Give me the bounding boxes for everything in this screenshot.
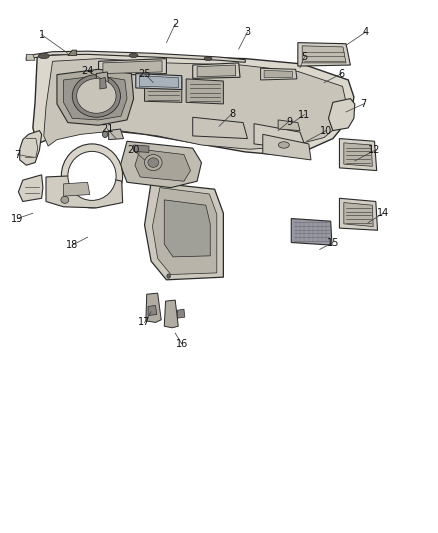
Text: 4: 4 (363, 27, 369, 37)
Text: 15: 15 (327, 238, 339, 247)
Polygon shape (57, 69, 134, 125)
Polygon shape (64, 182, 90, 196)
Polygon shape (44, 59, 346, 149)
Polygon shape (46, 175, 123, 208)
Text: 7: 7 (360, 99, 367, 109)
Text: 20: 20 (127, 146, 140, 155)
Polygon shape (164, 200, 210, 257)
Polygon shape (339, 198, 378, 230)
Text: 17: 17 (138, 318, 151, 327)
Text: 21: 21 (101, 124, 113, 134)
Polygon shape (164, 300, 178, 328)
Polygon shape (152, 188, 217, 274)
Text: 2: 2 (172, 19, 178, 29)
Polygon shape (26, 51, 245, 62)
Polygon shape (134, 145, 149, 152)
Polygon shape (145, 76, 182, 102)
Text: 3: 3 (244, 27, 251, 37)
Polygon shape (26, 54, 35, 60)
Polygon shape (120, 141, 201, 188)
Polygon shape (96, 72, 109, 86)
Polygon shape (298, 43, 350, 66)
Polygon shape (264, 70, 293, 78)
Ellipse shape (68, 151, 116, 200)
Ellipse shape (61, 144, 123, 208)
Text: 19: 19 (11, 214, 24, 223)
Polygon shape (328, 99, 355, 131)
Polygon shape (33, 52, 354, 155)
Ellipse shape (61, 197, 69, 203)
Ellipse shape (39, 53, 49, 59)
Polygon shape (261, 68, 297, 80)
Polygon shape (139, 76, 179, 87)
Text: 9: 9 (286, 117, 292, 126)
Text: 24: 24 (81, 66, 94, 76)
Polygon shape (18, 175, 43, 201)
Polygon shape (291, 219, 332, 245)
Text: 8: 8 (229, 109, 235, 118)
Polygon shape (100, 77, 106, 89)
Ellipse shape (129, 53, 138, 58)
Polygon shape (193, 63, 240, 78)
Ellipse shape (77, 78, 116, 114)
Text: 14: 14 (377, 208, 389, 218)
Polygon shape (135, 149, 191, 181)
Polygon shape (68, 50, 77, 55)
Ellipse shape (148, 158, 159, 167)
Ellipse shape (72, 75, 120, 117)
Polygon shape (148, 305, 157, 316)
Polygon shape (278, 120, 300, 131)
Polygon shape (193, 117, 247, 139)
Text: 1: 1 (39, 30, 45, 39)
Polygon shape (109, 129, 124, 140)
Text: 18: 18 (66, 240, 78, 250)
Ellipse shape (204, 57, 212, 60)
Text: 7: 7 (14, 150, 21, 159)
Polygon shape (344, 143, 372, 166)
Polygon shape (20, 131, 42, 165)
Polygon shape (302, 46, 346, 63)
Ellipse shape (167, 274, 170, 278)
Text: 5: 5 (301, 52, 307, 62)
Polygon shape (315, 79, 347, 94)
Polygon shape (339, 139, 377, 171)
Polygon shape (254, 124, 307, 150)
Polygon shape (99, 59, 166, 76)
Text: 16: 16 (176, 339, 188, 349)
Polygon shape (103, 61, 162, 74)
Polygon shape (64, 76, 127, 120)
Text: 25: 25 (138, 69, 151, 78)
Polygon shape (136, 74, 182, 90)
Text: 10: 10 (320, 126, 332, 135)
Polygon shape (146, 293, 161, 322)
Polygon shape (197, 65, 236, 77)
Ellipse shape (145, 155, 162, 171)
Text: 12: 12 (368, 146, 381, 155)
Polygon shape (186, 79, 223, 104)
Polygon shape (177, 309, 185, 318)
Ellipse shape (279, 142, 290, 148)
Polygon shape (263, 134, 311, 160)
Text: 6: 6 (339, 69, 345, 78)
Text: 11: 11 (298, 110, 311, 119)
Ellipse shape (102, 131, 108, 138)
Polygon shape (344, 203, 373, 227)
Polygon shape (145, 182, 223, 280)
